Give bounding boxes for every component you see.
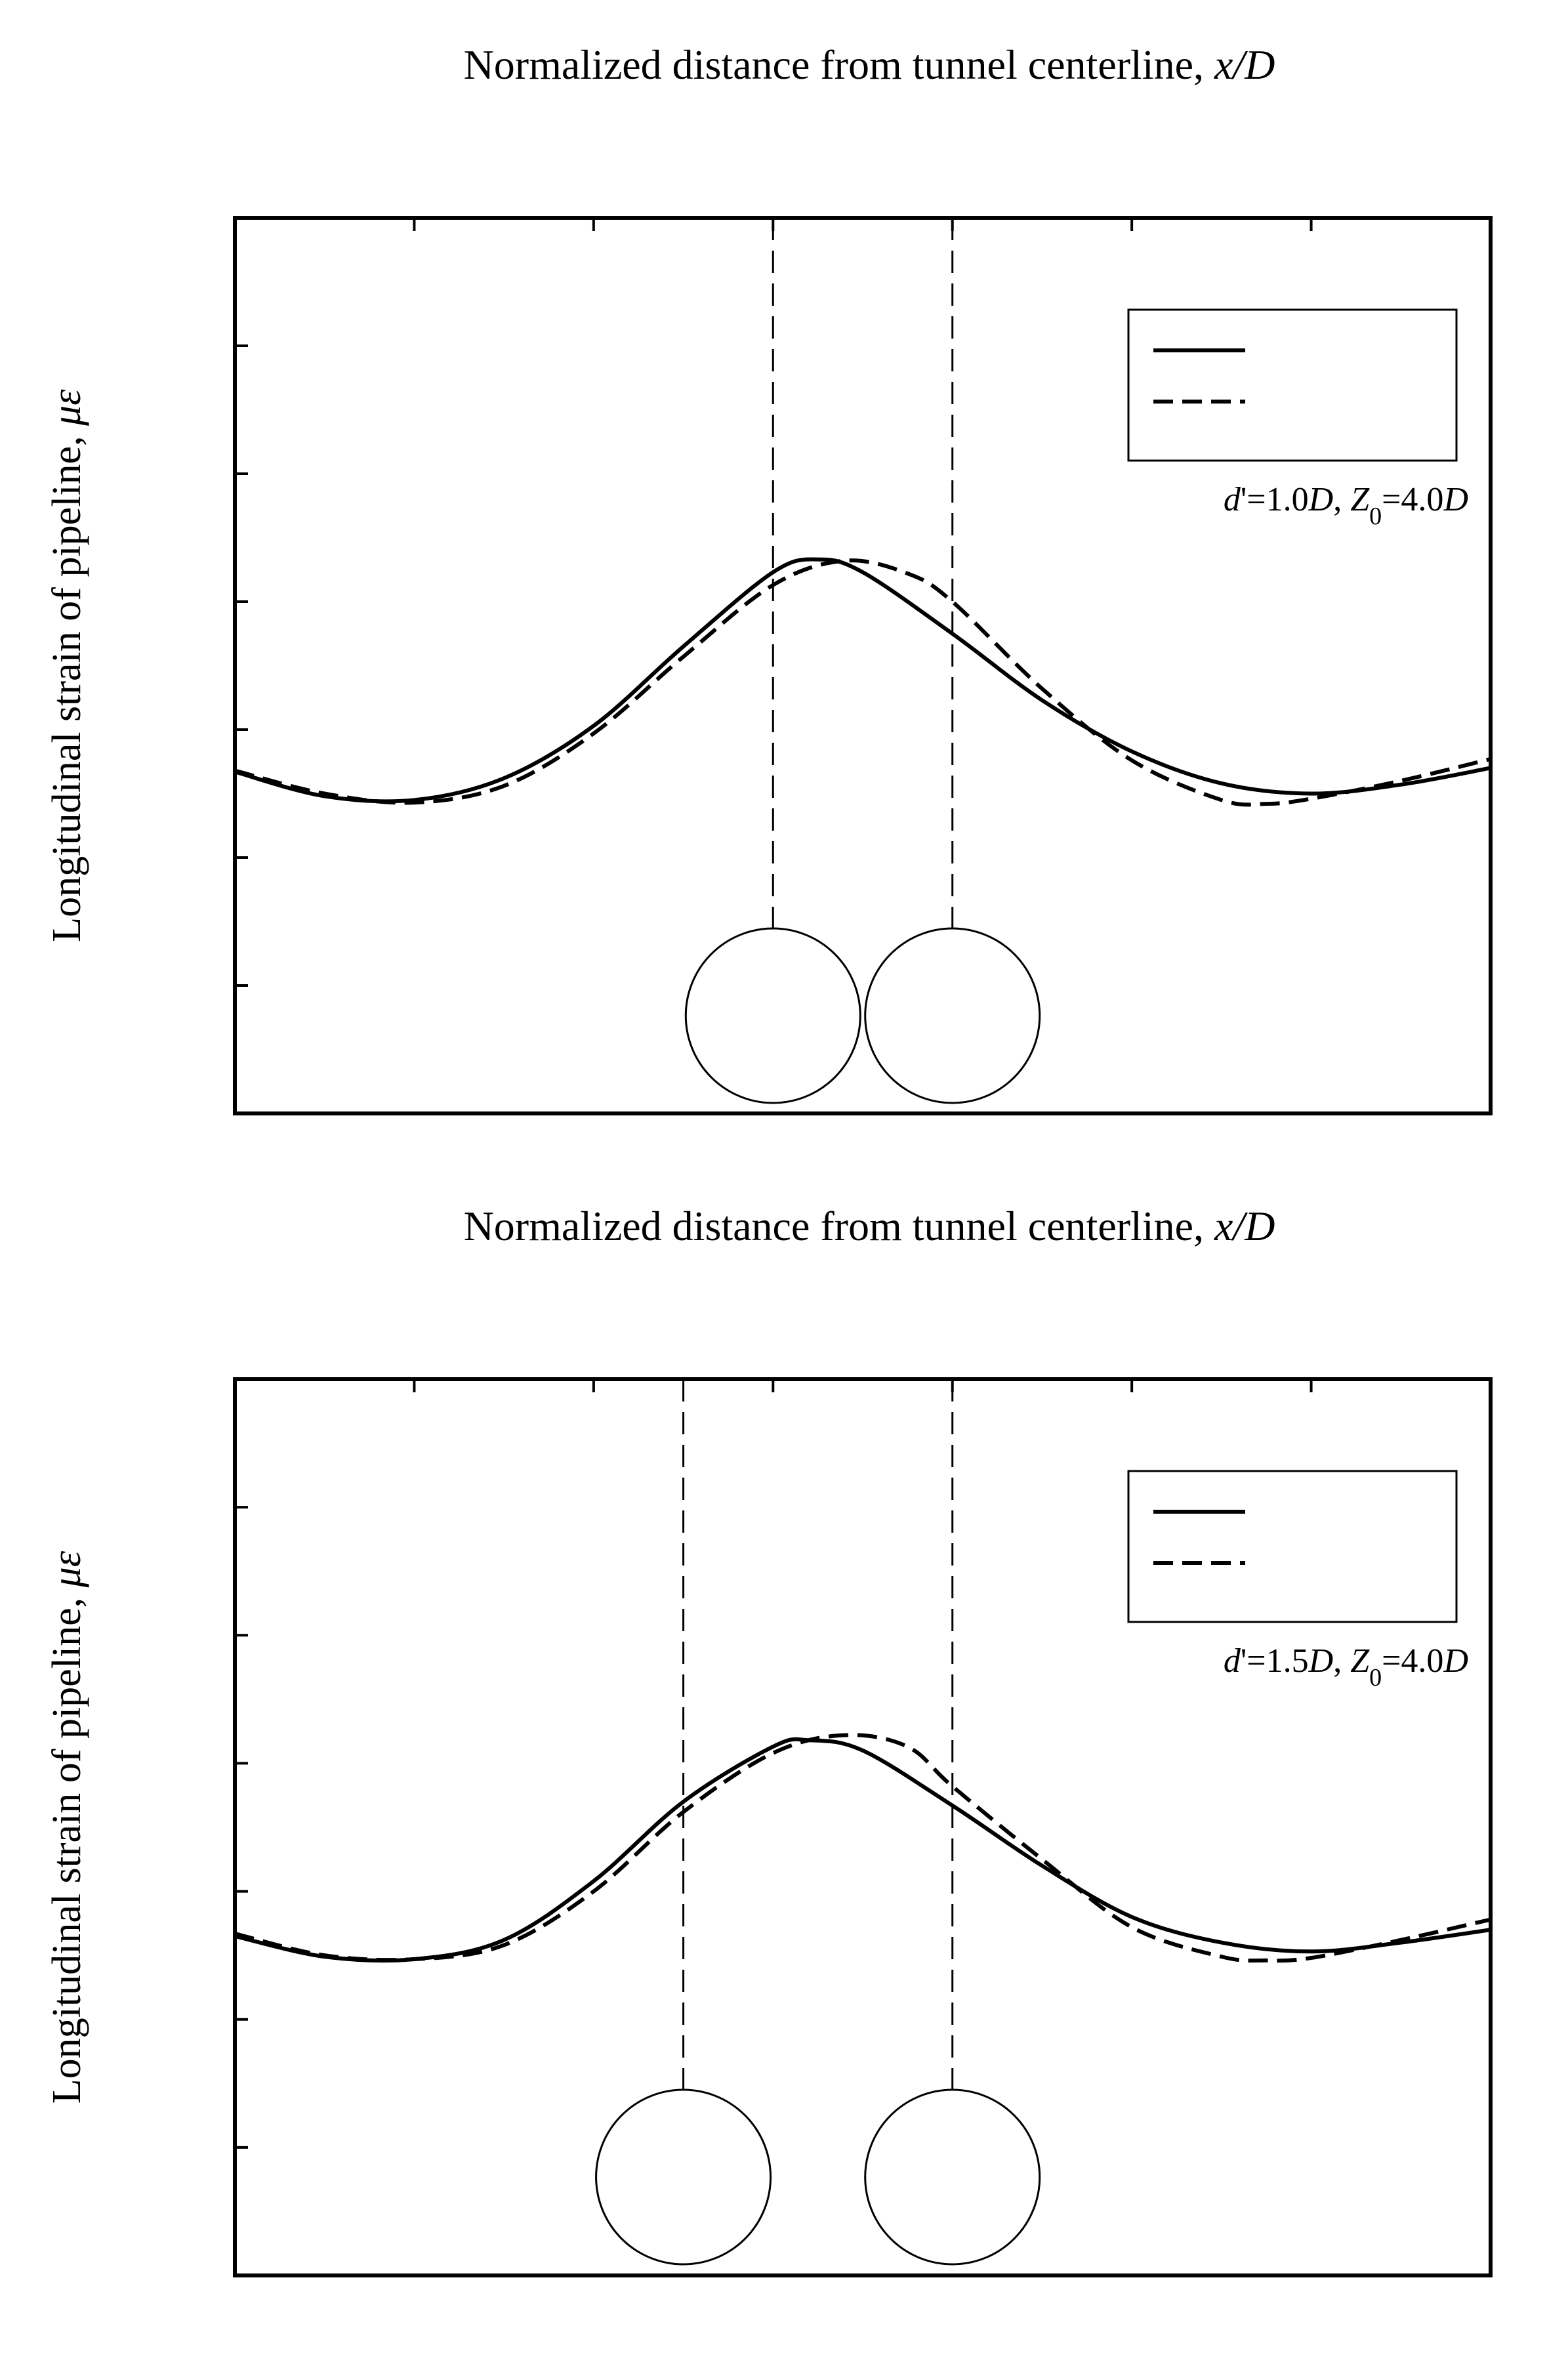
chart-panel-a: Normalized distance from tunnel centerli… <box>45 41 1493 1115</box>
tunnel-t2-circle <box>684 927 861 1104</box>
legend <box>1127 308 1458 462</box>
annotation-d-value: '=1.0 <box>1241 481 1309 518</box>
tunnel-t2-circle <box>595 2088 772 2266</box>
series-line-predicted <box>235 1733 1491 1963</box>
annotation-d-value: '=1.5 <box>1241 1642 1309 1680</box>
x-axis-title: Normalized distance from tunnel centerli… <box>464 41 1275 88</box>
y-axis-label-italic: με <box>45 1550 89 1588</box>
annotation-z: Z <box>1350 1642 1370 1680</box>
x-axis-title-italic: x/D <box>1214 41 1275 88</box>
x-axis-title-text: Normalized distance from tunnel centerli… <box>464 41 1214 88</box>
annotation-z-subscript: 0 <box>1369 503 1382 530</box>
annotation-separator: , <box>1333 1642 1350 1680</box>
y-axis-label: Longitudinal strain of pipeline, με <box>45 1550 89 2104</box>
parameter-annotation: d'=1.5D, Z0=4.0D <box>1224 1642 1468 1691</box>
series-line-fem <box>235 1737 1491 1963</box>
x-axis-title-text: Normalized distance from tunnel centerli… <box>464 1203 1214 1249</box>
annotation-z-value: =4.0 <box>1382 481 1443 518</box>
x-axis-title: Normalized distance from tunnel centerli… <box>464 1203 1275 1249</box>
plot-frame <box>233 1377 1493 2277</box>
chart-panel-b: Normalized distance from tunnel centerli… <box>45 1203 1493 2277</box>
parameter-annotation: d'=1.0D, Z0=4.0D <box>1224 481 1468 530</box>
annotation-separator: , <box>1333 481 1350 518</box>
chart-panels: Normalized distance from tunnel centerli… <box>45 41 1493 2277</box>
annotation-d-unit: D <box>1308 1642 1334 1680</box>
tunnel-t1-circle <box>864 927 1041 1104</box>
y-axis-label-italic: με <box>45 389 89 426</box>
x-axis-title-italic: x/D <box>1214 1203 1275 1249</box>
series-line-predicted <box>235 558 1491 807</box>
y-axis-label-text: Longitudinal strain of pipeline, <box>45 1587 89 2104</box>
legend-box <box>1127 308 1458 462</box>
tunnel-t1-circle <box>864 2088 1041 2266</box>
annotation-z-unit: D <box>1443 1642 1468 1680</box>
annotation-d: d <box>1224 481 1241 518</box>
plot-frame <box>233 216 1493 1115</box>
legend-box <box>1127 1470 1458 1623</box>
annotation-d-unit: D <box>1308 481 1334 518</box>
annotation-z: Z <box>1350 481 1370 518</box>
annotation-d: d <box>1224 1642 1241 1680</box>
annotation-z-unit: D <box>1443 481 1468 518</box>
annotation-z-subscript: 0 <box>1369 1664 1382 1691</box>
annotation-z-value: =4.0 <box>1382 1642 1443 1680</box>
legend <box>1127 1470 1458 1623</box>
y-axis-label: Longitudinal strain of pipeline, με <box>45 389 89 942</box>
series-line-fem <box>235 557 1491 804</box>
y-axis-label-text: Longitudinal strain of pipeline, <box>45 426 89 942</box>
